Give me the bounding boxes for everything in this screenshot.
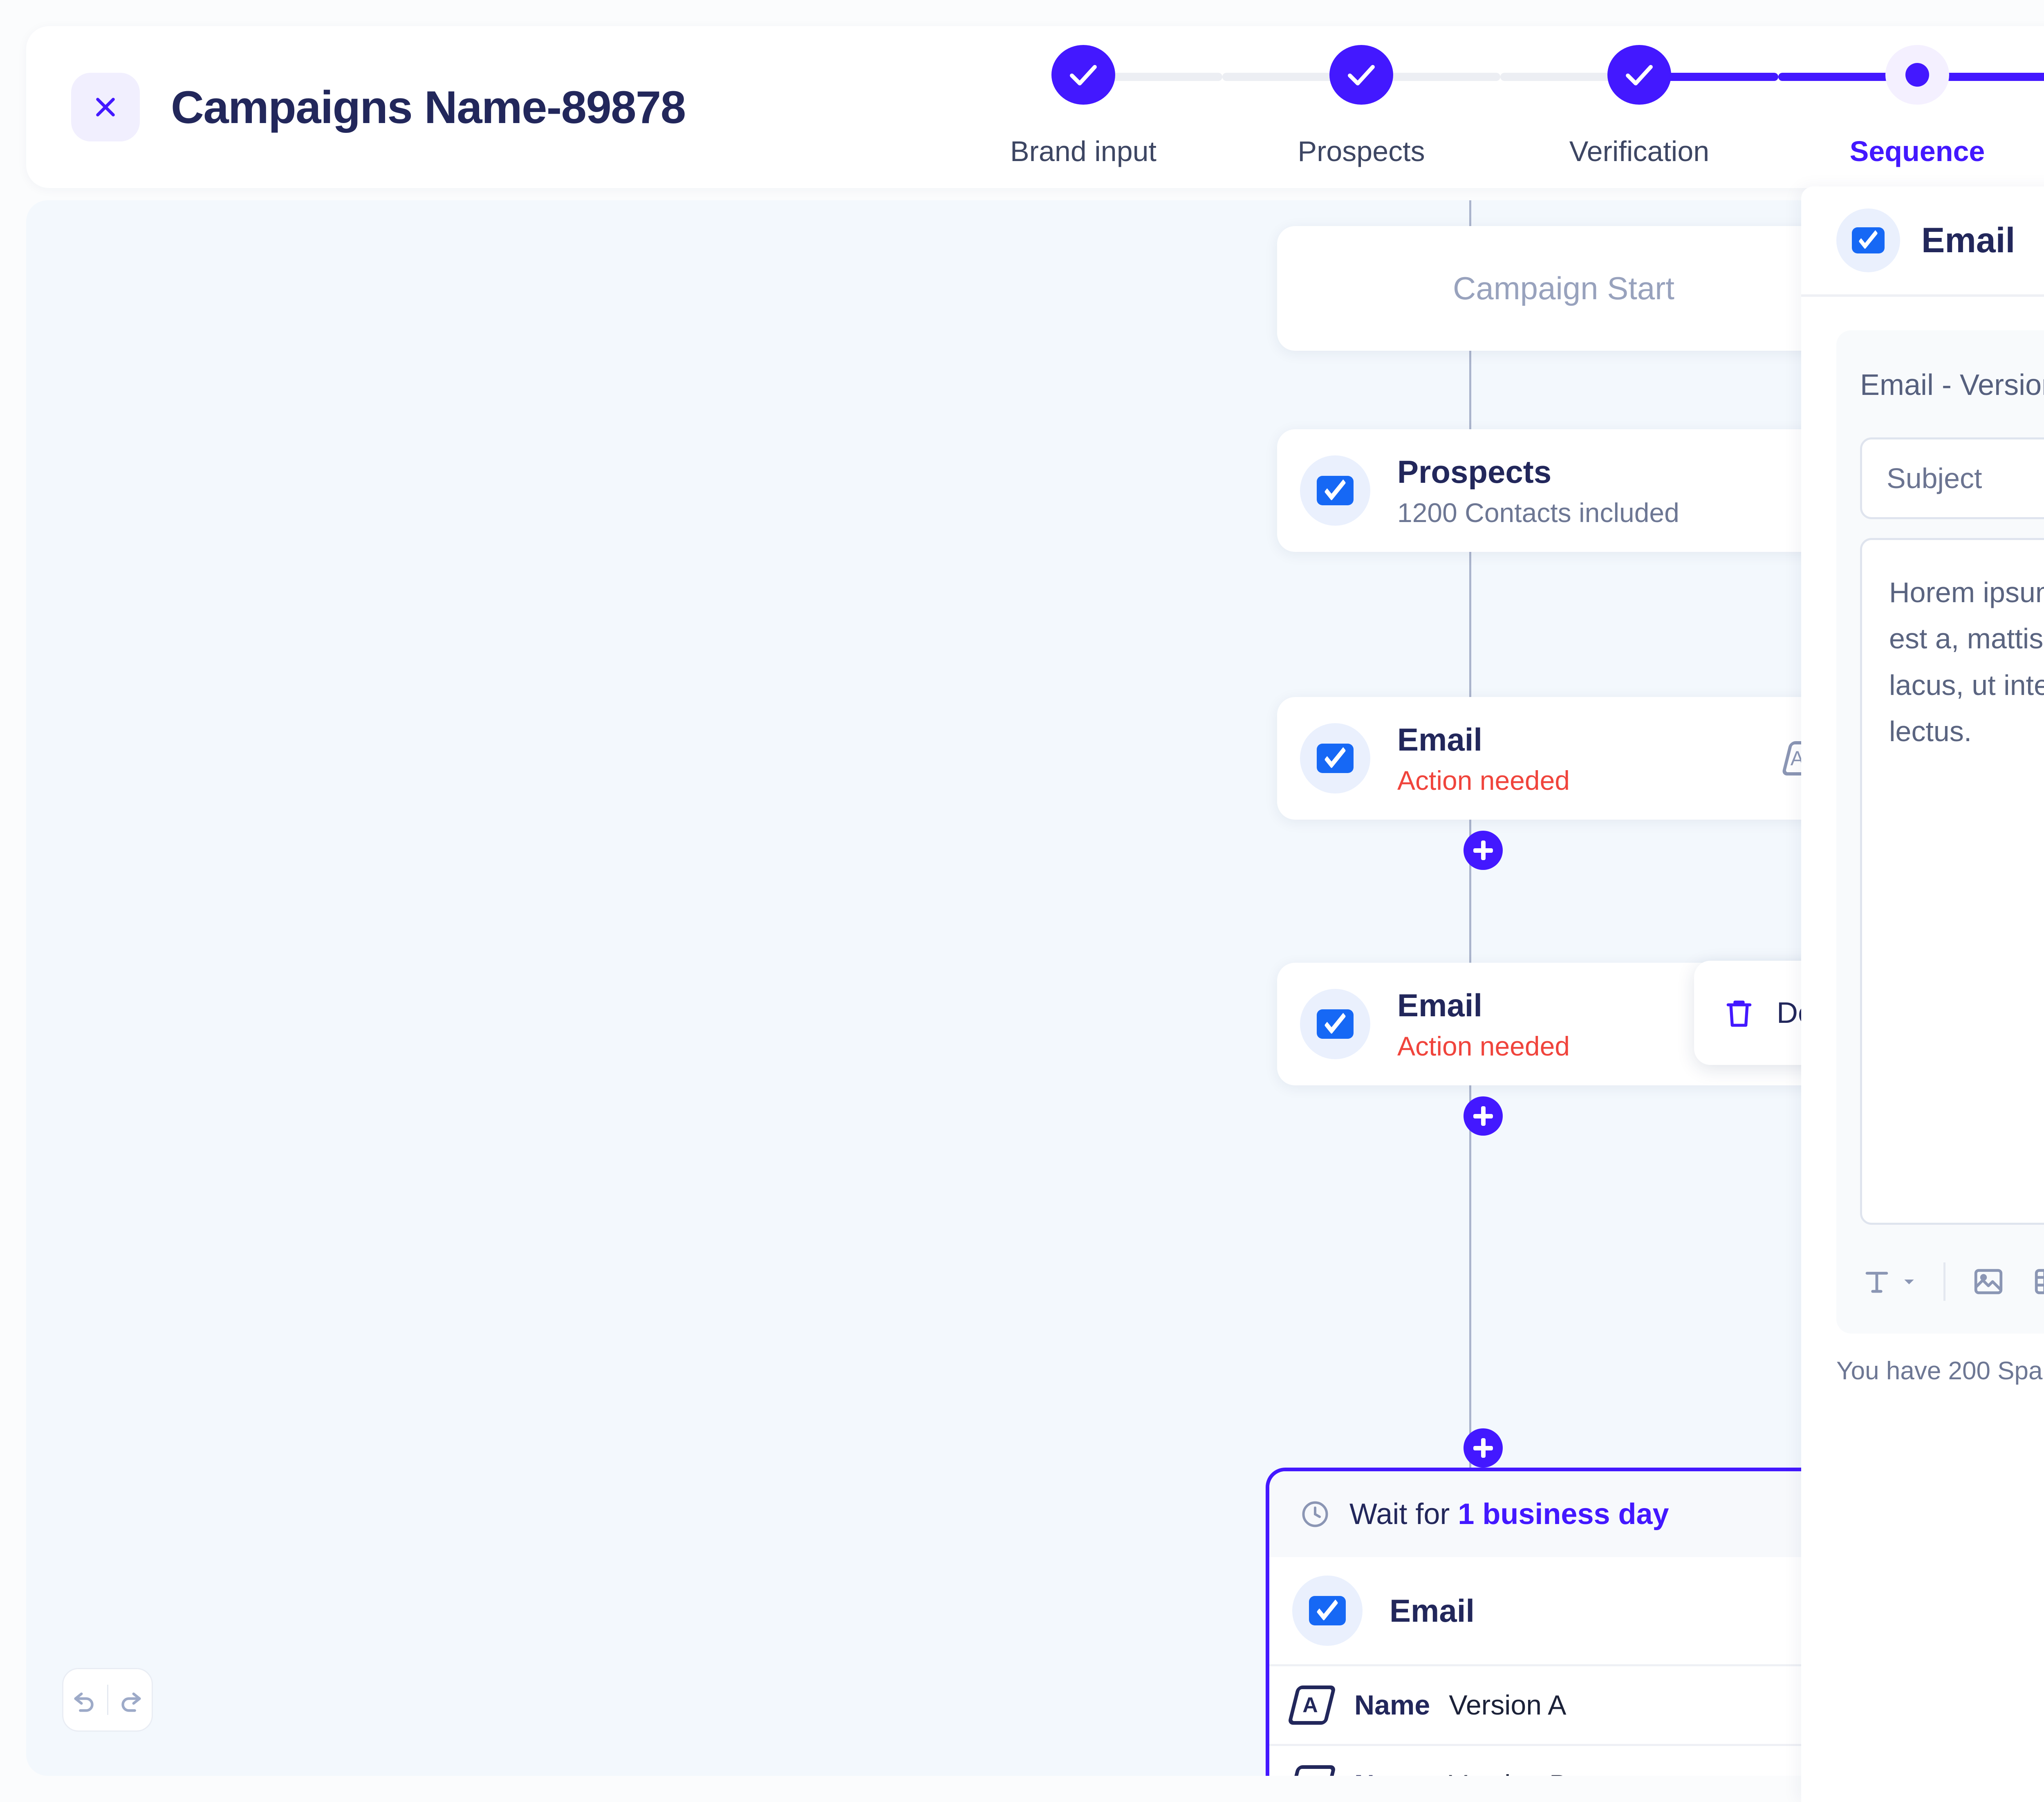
- panel-header: Email Select From Template: [1801, 186, 2044, 297]
- panel-title: Email: [1921, 220, 2015, 260]
- redo-button[interactable]: [108, 1669, 152, 1730]
- step-dot-current: [1885, 45, 1949, 105]
- step-dot-done: [1329, 45, 1393, 105]
- sequence-canvas[interactable]: Campaign Start Prospects 1200 Contacts i…: [26, 200, 2044, 1776]
- step-dot-done: [1607, 45, 1671, 105]
- page-title: Campaigns Name-89878: [171, 81, 686, 133]
- divider: [1943, 1262, 1945, 1301]
- check-icon: [1348, 65, 1375, 85]
- mail-icon: [1300, 723, 1370, 793]
- stepper: Brand input Prospects Verification Seque…: [944, 45, 2044, 168]
- version-badge-letter: A: [1302, 1693, 1318, 1717]
- group-email-row[interactable]: Email A/B: [1269, 1557, 1928, 1664]
- image-icon[interactable]: [1972, 1265, 2005, 1298]
- editor-toolbar: 20 Sec 100 words 92: [1860, 1247, 2044, 1316]
- node-subtitle: 1200 Contacts included: [1397, 497, 1679, 528]
- step-dot-done: [1051, 45, 1115, 105]
- version-row-a[interactable]: A Name Version A: [1269, 1664, 1928, 1744]
- subject-placeholder: Subject: [1887, 462, 1982, 494]
- node-title: Email: [1397, 721, 1483, 758]
- add-step-button[interactable]: [1464, 831, 1503, 870]
- mail-icon: [1836, 208, 1900, 272]
- subject-input[interactable]: Subject: [1860, 437, 2044, 519]
- close-button[interactable]: [71, 73, 140, 141]
- undo-redo-control: [62, 1668, 153, 1732]
- redo-icon: [121, 1692, 141, 1712]
- add-step-button[interactable]: [1464, 1428, 1503, 1468]
- email-body-text: Horem ipsum dolor sit amet, consectetur …: [1889, 576, 2044, 748]
- stepper-label: Brand input: [1010, 135, 1157, 167]
- stepper-label: Sequence: [1849, 135, 1985, 167]
- undo-icon: [74, 1692, 94, 1712]
- node-status-action-needed: Action needed: [1397, 1031, 1570, 1061]
- version-badge-letter: B: [1302, 1773, 1318, 1776]
- node-title: Prospects: [1397, 453, 1552, 490]
- email-composer: Email - Version A Preview E-Mail Send Te…: [1836, 330, 2044, 1334]
- add-step-button[interactable]: [1464, 1096, 1503, 1136]
- stepper-label: Prospects: [1298, 135, 1425, 167]
- mail-icon: [1300, 989, 1370, 1059]
- check-icon: [1070, 65, 1097, 85]
- composer-version-title: Email - Version A: [1860, 369, 2044, 401]
- plan-usage-note: You have 200 Sparkles remaining on the f…: [1836, 1356, 2044, 1385]
- version-name-value: Version A: [1449, 1690, 1567, 1721]
- wait-prefix: Wait for: [1349, 1498, 1458, 1531]
- wait-value: 1 business day: [1458, 1498, 1669, 1531]
- email-detail-panel: Email Select From Template Email - Versi…: [1801, 186, 2044, 1802]
- email-body-editor[interactable]: Horem ipsum dolor sit amet, consectetur …: [1860, 538, 2044, 1225]
- stepper-step-prospects[interactable]: Prospects: [1222, 45, 1500, 168]
- node-status-action-needed: Action needed: [1397, 765, 1570, 796]
- clock-icon: [1302, 1501, 1328, 1527]
- stepper-step-verification[interactable]: Verification: [1500, 45, 1778, 168]
- stepper-step-brand-input[interactable]: Brand input: [944, 45, 1222, 168]
- flow-container: Campaign Start Prospects 1200 Contacts i…: [1146, 200, 1932, 1776]
- mail-icon: [1300, 455, 1370, 526]
- close-icon: [96, 98, 115, 117]
- trash-icon: [1726, 1000, 1752, 1027]
- divider: [107, 1685, 108, 1715]
- node-title: Email: [1390, 1592, 1475, 1629]
- version-a-badge: A: [1292, 1685, 1331, 1725]
- version-b-badge: B: [1292, 1765, 1331, 1776]
- version-name-label: Name: [1354, 1769, 1430, 1776]
- top-bar: Campaigns Name-89878 Next Section: [26, 26, 2044, 188]
- node-title: Email: [1397, 987, 1483, 1023]
- undo-button[interactable]: [63, 1669, 107, 1730]
- check-icon: [1626, 65, 1653, 85]
- campaign-start-label: Campaign Start: [1453, 270, 1674, 306]
- wait-delay-text: Wait for 1 business day: [1349, 1497, 1669, 1531]
- text-format-icon[interactable]: [1860, 1265, 1917, 1298]
- stepper-step-sequence[interactable]: Sequence: [1778, 45, 2044, 168]
- mail-icon: [1292, 1576, 1363, 1646]
- version-name-label: Name: [1354, 1690, 1430, 1721]
- table-icon[interactable]: [2032, 1265, 2044, 1298]
- version-row-b[interactable]: B Name Version B: [1269, 1744, 1928, 1776]
- version-name-value: Version B: [1449, 1769, 1568, 1776]
- plan-note-before: You have 200 Sparkles remaining on the f…: [1836, 1357, 2044, 1385]
- composer-header: Email - Version A Preview E-Mail Send Te…: [1860, 354, 2044, 416]
- stepper-label: Verification: [1569, 135, 1710, 167]
